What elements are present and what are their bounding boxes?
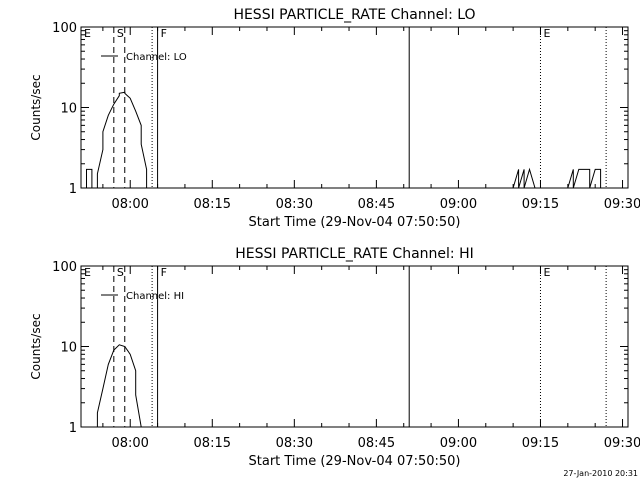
y-tick-label: 10: [60, 341, 77, 356]
footer-timestamp: 27-Jan-2010 20:31: [563, 469, 638, 478]
series-line: [96, 344, 142, 428]
x-tick-label: 08:45: [358, 197, 395, 212]
marker-label: S: [117, 266, 124, 279]
chart-title: HESSI PARTICLE_RATE Channel: LO: [233, 7, 475, 23]
x-tick-label: 08:30: [276, 436, 313, 451]
x-tick-label: 09:00: [440, 197, 477, 212]
y-tick-label: 100: [52, 260, 77, 275]
legend-label: Channel: HI: [126, 291, 184, 302]
marker-label: F: [161, 27, 167, 40]
x-axis-label: Start Time (29-Nov-04 07:50:50): [249, 454, 461, 469]
marker-label: S: [117, 27, 124, 40]
marker-label: E: [543, 266, 550, 279]
x-axis-label: Start Time (29-Nov-04 07:50:50): [249, 215, 461, 230]
x-tick-label: 09:00: [440, 436, 477, 451]
marker-label: E: [84, 266, 91, 279]
x-tick-label: 08:45: [358, 436, 395, 451]
marker-label: E: [84, 27, 91, 40]
y-axis-label: Counts/sec: [29, 74, 43, 140]
x-tick-label: 09:30: [604, 436, 640, 451]
x-tick-label: 08:30: [276, 197, 313, 212]
series-line: [80, 91, 602, 189]
x-tick-label: 08:00: [111, 436, 148, 451]
marker-label: E: [543, 27, 550, 40]
y-tick-label: 100: [52, 21, 77, 36]
x-tick-label: 08:15: [194, 436, 231, 451]
marker-label: F: [161, 266, 167, 279]
legend-label: Channel: LO: [126, 52, 187, 63]
y-tick-label: 1: [69, 421, 77, 436]
y-tick-label: 1: [69, 182, 77, 197]
y-axis-label: Counts/sec: [29, 313, 43, 379]
x-tick-label: 09:30: [604, 197, 640, 212]
x-tick-label: 09:15: [522, 197, 559, 212]
chart-title: HESSI PARTICLE_RATE Channel: HI: [235, 246, 473, 262]
x-tick-label: 08:15: [194, 197, 231, 212]
x-tick-label: 08:00: [111, 197, 148, 212]
x-tick-label: 09:15: [522, 436, 559, 451]
y-tick-label: 10: [60, 102, 77, 117]
